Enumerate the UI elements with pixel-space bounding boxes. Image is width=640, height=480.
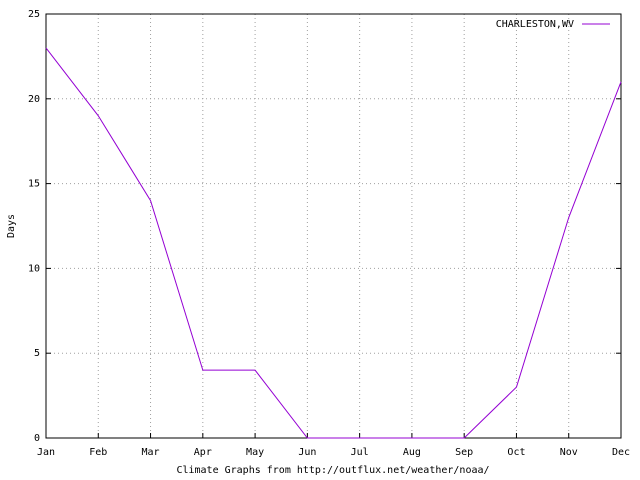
- y-tick-label: 0: [34, 433, 40, 444]
- legend-label: CHARLESTON,WV: [496, 19, 574, 30]
- x-tick-label: Feb: [89, 447, 107, 458]
- y-tick-label: 25: [28, 9, 40, 20]
- x-tick-label: Sep: [455, 447, 473, 458]
- y-tick-label: 10: [28, 263, 40, 274]
- x-axis-label: Climate Graphs from http://outflux.net/w…: [176, 465, 489, 476]
- x-tick-label: Dec: [612, 447, 630, 458]
- y-tick-label: 15: [28, 179, 40, 190]
- x-tick-label: Jan: [37, 447, 55, 458]
- x-tick-label: Jun: [298, 447, 316, 458]
- x-tick-label: Aug: [403, 447, 421, 458]
- x-tick-label: Nov: [560, 447, 578, 458]
- x-tick-label: Mar: [142, 447, 160, 458]
- x-tick-label: Apr: [194, 447, 212, 458]
- data-line: [45, 47, 622, 439]
- y-tick-label: 5: [34, 348, 40, 359]
- x-tick-label: Oct: [507, 447, 525, 458]
- y-tick-label: 20: [28, 94, 40, 105]
- x-tick-label: Jul: [351, 447, 369, 458]
- x-tick-label: May: [246, 447, 264, 458]
- y-axis-label: Days: [6, 214, 17, 238]
